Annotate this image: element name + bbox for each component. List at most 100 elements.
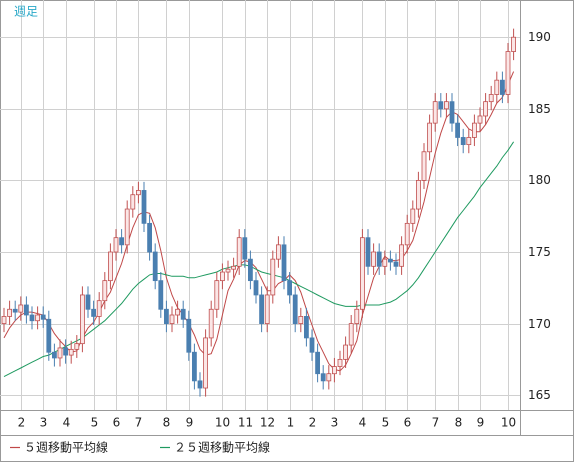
ma-line <box>3 71 515 372</box>
x-tick-label: 7 <box>135 416 143 430</box>
candle-body <box>505 51 511 95</box>
candle-body <box>421 151 427 181</box>
candle-body <box>175 308 181 316</box>
candle-body <box>214 280 220 310</box>
y-tick-label: 175 <box>528 245 551 259</box>
x-tick-label: 9 <box>186 416 194 430</box>
candle-body <box>7 308 12 317</box>
candle-body <box>343 344 349 360</box>
x-tick-label: 1 <box>287 416 295 430</box>
candle-body <box>359 237 365 310</box>
candle-body <box>147 222 153 253</box>
ma-line <box>3 141 515 378</box>
candle-body <box>91 308 96 317</box>
candle-body <box>23 304 29 316</box>
candle-body <box>264 294 270 324</box>
candle-body <box>326 373 332 382</box>
x-tick-label: 9 <box>477 416 485 430</box>
grid <box>0 0 520 410</box>
candle-body <box>203 337 209 389</box>
candle-body <box>18 304 24 313</box>
candle-body <box>80 294 85 345</box>
candle-body <box>130 194 136 210</box>
candle-body <box>309 337 315 353</box>
candle-body <box>40 314 46 320</box>
candle-body <box>387 258 393 263</box>
candle-body <box>163 308 169 324</box>
candle-body <box>197 380 203 389</box>
candle-body <box>404 222 410 246</box>
candle-body <box>186 318 192 353</box>
candle-body <box>298 316 304 324</box>
candle-body <box>259 294 265 324</box>
candle-body <box>281 244 287 282</box>
candle-body <box>471 122 477 138</box>
candle-body <box>331 366 337 375</box>
candle-body <box>63 347 68 356</box>
candle-body <box>320 373 326 382</box>
candle-body <box>225 268 231 273</box>
candle-body <box>141 190 147 224</box>
candle-body <box>1 316 7 324</box>
candle-body <box>494 79 500 95</box>
x-tick-label: 10 <box>501 416 516 430</box>
candle-body <box>57 347 63 359</box>
candle-body <box>499 79 505 95</box>
candle-body <box>460 137 466 146</box>
candle-body <box>477 115 483 124</box>
legend-label: ２５週移動平均線 <box>174 440 270 455</box>
y-tick-label: 185 <box>528 102 551 116</box>
y-tick-label: 170 <box>528 317 551 331</box>
x-tick-label: 5 <box>91 416 99 430</box>
x-tick-label: 2 <box>18 416 26 430</box>
candle-body <box>253 280 259 296</box>
candle-body <box>348 323 354 346</box>
candle-body <box>236 237 242 267</box>
candle-body <box>303 316 309 339</box>
candle-body <box>152 251 158 282</box>
candle-body <box>102 280 108 302</box>
candle-body <box>231 265 237 270</box>
candle-body <box>354 308 360 324</box>
candle-body <box>483 101 489 117</box>
candle-body <box>52 351 57 359</box>
x-tick-label: 2 <box>309 416 317 430</box>
x-tick-label: 8 <box>455 416 463 430</box>
candle-body <box>371 251 377 267</box>
candle-body <box>410 208 416 224</box>
candle-body <box>270 258 276 296</box>
candle-body <box>438 101 444 110</box>
x-tick-label: 4 <box>359 416 367 430</box>
candle-body <box>365 237 371 267</box>
x-tick-label: 11 <box>238 416 253 430</box>
y-tick-label: 180 <box>528 173 551 187</box>
candle-body <box>511 36 517 52</box>
candle-body <box>427 122 433 153</box>
candle-body <box>46 318 52 353</box>
candle-body <box>337 358 343 367</box>
candle-body <box>108 251 113 282</box>
x-tick-label: 3 <box>331 416 339 430</box>
candle-body <box>169 314 175 324</box>
candle-body <box>315 351 321 375</box>
candle-body <box>488 94 494 103</box>
candle-body <box>12 308 18 313</box>
candle-body <box>382 258 388 267</box>
candle-body <box>287 280 293 296</box>
candle-body <box>96 300 102 317</box>
x-tick-label: 10 <box>215 416 230 430</box>
candle-body <box>242 237 248 260</box>
x-tick-label: 6 <box>404 416 412 430</box>
candle-body <box>74 343 80 350</box>
candle-body <box>119 237 124 246</box>
candle-body <box>275 244 281 260</box>
x-tick-label: 5 <box>382 416 390 430</box>
candles <box>1 28 517 397</box>
x-tick-label: 3 <box>40 416 48 430</box>
candle-body <box>135 190 141 196</box>
candle-body <box>191 351 197 382</box>
candle-body <box>29 314 35 322</box>
candle-body <box>113 237 119 253</box>
candle-body <box>68 348 74 356</box>
